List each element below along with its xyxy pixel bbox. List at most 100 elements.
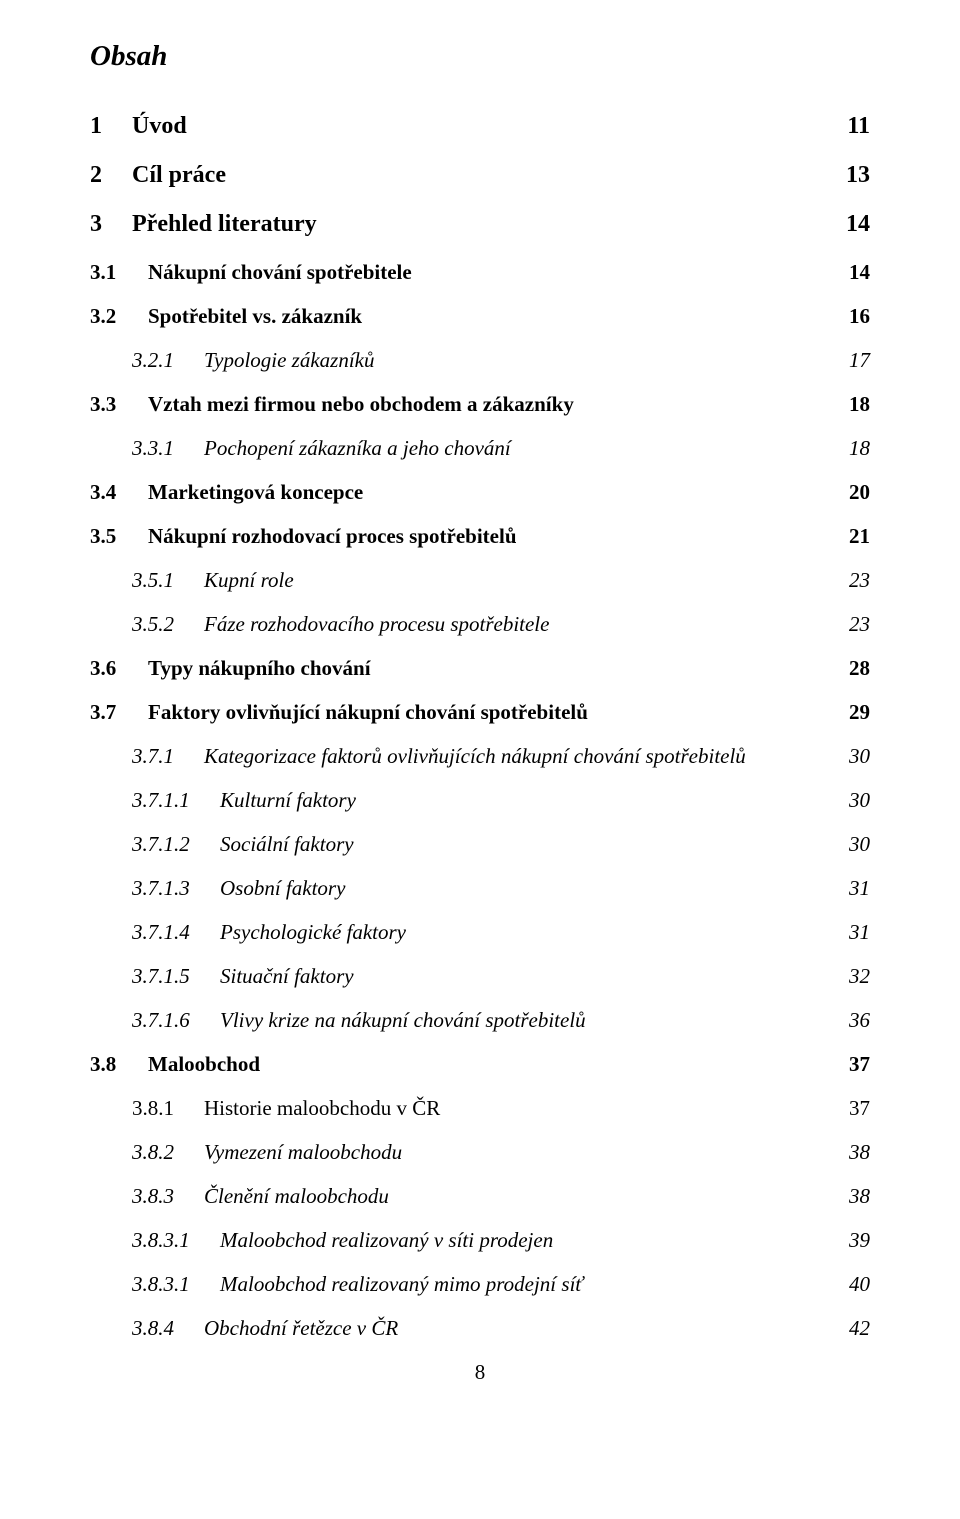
toc-entry-page: 14 xyxy=(824,260,870,285)
toc-entry-number: 3.2 xyxy=(90,304,148,329)
toc-entry-page: 28 xyxy=(824,656,870,681)
toc-entry-left: 3.8.3.1Maloobchod realizovaný v síti pro… xyxy=(90,1228,553,1253)
toc-entry-left: 3.1Nákupní chování spotřebitele xyxy=(90,260,412,285)
toc-entry-title: Úvod xyxy=(132,113,187,140)
toc-entry-page: 38 xyxy=(824,1184,870,1209)
toc-entry-page: 37 xyxy=(824,1052,870,1077)
toc-entry-number: 3.8.3 xyxy=(132,1184,204,1209)
toc-entry: 3.5Nákupní rozhodovací proces spotřebite… xyxy=(90,524,870,549)
toc-entry-number: 1 xyxy=(90,113,132,140)
toc-entry-title: Spotřebitel vs. zákazník xyxy=(148,304,362,329)
toc-entry-title: Marketingová koncepce xyxy=(148,480,363,505)
toc-entry-left: 3.7Faktory ovlivňující nákupní chování s… xyxy=(90,700,588,725)
toc-entry: 3.8Maloobchod 37 xyxy=(90,1052,870,1077)
toc-entry-left: 3.8.3Členění maloobchodu xyxy=(90,1184,389,1209)
toc-entry-page: 14 xyxy=(824,211,870,238)
toc-entry-left: 3.7.1.1Kulturní faktory xyxy=(90,788,356,813)
toc-entry-title: Kupní role xyxy=(204,568,294,593)
toc-entry-number: 3.8.2 xyxy=(132,1140,204,1165)
toc-entry-title: Vymezení maloobchodu xyxy=(204,1140,402,1165)
toc-entry-number: 3.7.1 xyxy=(132,744,204,769)
toc-entry-left: 3.5Nákupní rozhodovací proces spotřebite… xyxy=(90,524,517,549)
toc-entry-page: 30 xyxy=(824,788,870,813)
toc-entry-number: 3.3 xyxy=(90,392,148,417)
toc-entry: 1Úvod11 xyxy=(90,113,870,140)
table-of-contents: 1Úvod112Cíl práce133Přehled literatury14… xyxy=(90,113,870,1341)
toc-entry-left: 3.7.1.3Osobní faktory xyxy=(90,876,345,901)
toc-entry-left: 3.7.1.2Sociální faktory xyxy=(90,832,354,857)
toc-entry-page: 31 xyxy=(824,876,870,901)
toc-entry: 3Přehled literatury 14 xyxy=(90,211,870,238)
toc-entry-left: 3.8.4Obchodní řetězce v ČR xyxy=(90,1316,398,1341)
toc-entry-title: Psychologické faktory xyxy=(220,920,406,945)
toc-entry-left: 3.3Vztah mezi firmou nebo obchodem a zák… xyxy=(90,392,574,417)
toc-entry: 3.8.1Historie maloobchodu v ČR37 xyxy=(90,1096,870,1121)
toc-entry-number: 2 xyxy=(90,162,132,189)
toc-entry: 3.7.1Kategorizace faktorů ovlivňujících … xyxy=(90,744,870,769)
toc-entry: 3.3.1Pochopení zákazníka a jeho chování 1… xyxy=(90,436,870,461)
toc-entry-page: 40 xyxy=(824,1272,870,1297)
toc-entry-left: 3.3.1Pochopení zákazníka a jeho chování xyxy=(90,436,511,461)
toc-entry-number: 3.7.1.4 xyxy=(132,920,220,945)
toc-entry-page: 17 xyxy=(824,348,870,373)
toc-entry-page: 20 xyxy=(824,480,870,505)
toc-entry-title: Typologie zákazníků xyxy=(204,348,375,373)
toc-entry-title: Kategorizace faktorů ovlivňujících nákup… xyxy=(204,744,746,769)
toc-entry: 3.7.1.2Sociální faktory30 xyxy=(90,832,870,857)
toc-entry-page: 16 xyxy=(824,304,870,329)
toc-entry: 3.4Marketingová koncepce20 xyxy=(90,480,870,505)
toc-entry: 3.8.3Členění maloobchodu 38 xyxy=(90,1184,870,1209)
toc-entry-number: 3.1 xyxy=(90,260,148,285)
toc-entry-page: 30 xyxy=(824,744,870,769)
toc-entry-title: Kulturní faktory xyxy=(220,788,356,813)
toc-entry-number: 3.8.1 xyxy=(132,1096,204,1121)
toc-entry-number: 3.7.1.1 xyxy=(132,788,220,813)
toc-entry-title: Historie maloobchodu v ČR xyxy=(204,1096,440,1121)
toc-entry: 3.8.4Obchodní řetězce v ČR 42 xyxy=(90,1316,870,1341)
toc-entry-left: 3.2.1Typologie zákazníků xyxy=(90,348,375,373)
toc-entry-number: 3.7 xyxy=(90,700,148,725)
toc-entry-number: 3.6 xyxy=(90,656,148,681)
toc-entry-left: 3.8Maloobchod xyxy=(90,1052,260,1077)
toc-entry-left: 3.7.1.6Vlivy krize na nákupní chování sp… xyxy=(90,1008,586,1033)
toc-entry-left: 2Cíl práce xyxy=(90,162,226,189)
toc-entry-number: 3.5 xyxy=(90,524,148,549)
toc-entry-left: 3.7.1Kategorizace faktorů ovlivňujících … xyxy=(90,744,746,769)
toc-entry: 3.2.1Typologie zákazníků 17 xyxy=(90,348,870,373)
toc-entry-title: Členění maloobchodu xyxy=(204,1184,389,1209)
toc-entry: 3.1Nákupní chování spotřebitele 14 xyxy=(90,260,870,285)
toc-entry-title: Nákupní chování spotřebitele xyxy=(148,260,412,285)
toc-entry-title: Situační faktory xyxy=(220,964,354,989)
toc-entry: 3.5.1Kupní role23 xyxy=(90,568,870,593)
toc-entry-page: 36 xyxy=(824,1008,870,1033)
toc-entry-page: 18 xyxy=(824,392,870,417)
toc-entry-page: 32 xyxy=(824,964,870,989)
toc-entry-number: 3.3.1 xyxy=(132,436,204,461)
toc-entry-page: 39 xyxy=(824,1228,870,1253)
toc-entry-page: 38 xyxy=(824,1140,870,1165)
toc-entry-left: 1Úvod xyxy=(90,113,187,140)
toc-entry-title: Maloobchod xyxy=(148,1052,260,1077)
toc-entry-number: 3.8.3.1 xyxy=(132,1228,220,1253)
toc-entry: 3.7.1.1Kulturní faktory 30 xyxy=(90,788,870,813)
toc-entry-title: Přehled literatury xyxy=(132,211,317,238)
toc-entry-title: Obchodní řetězce v ČR xyxy=(204,1316,398,1341)
toc-entry: 3.8.3.1Maloobchod realizovaný mimo prode… xyxy=(90,1272,870,1297)
toc-entry-title: Typy nákupního chování xyxy=(148,656,371,681)
toc-entry-title: Vlivy krize na nákupní chování spotřebit… xyxy=(220,1008,586,1033)
toc-entry-number: 3.5.1 xyxy=(132,568,204,593)
toc-entry-title: Sociální faktory xyxy=(220,832,354,857)
toc-entry-page: 42 xyxy=(824,1316,870,1341)
toc-entry-left: 3.6Typy nákupního chování xyxy=(90,656,371,681)
toc-entry-number: 3.8.4 xyxy=(132,1316,204,1341)
toc-entry: 3.8.2Vymezení maloobchodu 38 xyxy=(90,1140,870,1165)
toc-entry: 2Cíl práce13 xyxy=(90,162,870,189)
toc-entry-title: Maloobchod realizovaný v síti prodejen xyxy=(220,1228,553,1253)
toc-entry-number: 3.7.1.3 xyxy=(132,876,220,901)
toc-entry-page: 18 xyxy=(824,436,870,461)
toc-entry-page: 23 xyxy=(824,612,870,637)
toc-entry-left: 3Přehled literatury xyxy=(90,211,317,238)
toc-entry-title: Cíl práce xyxy=(132,162,226,189)
toc-entry-page: 29 xyxy=(824,700,870,725)
toc-entry-number: 3.7.1.2 xyxy=(132,832,220,857)
